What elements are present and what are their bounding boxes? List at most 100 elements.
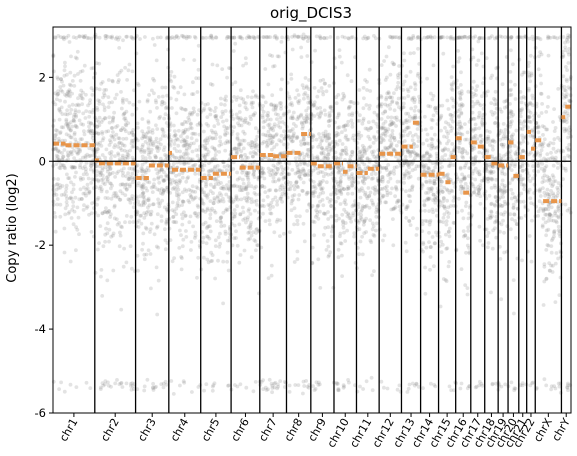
data-point	[364, 103, 369, 107]
data-point	[181, 57, 186, 62]
data-point	[127, 100, 132, 105]
data-point	[329, 204, 334, 209]
data-point	[176, 194, 181, 199]
data-point	[117, 382, 122, 387]
data-point	[221, 301, 226, 306]
data-point	[338, 176, 343, 181]
data-point	[411, 216, 415, 221]
data-point	[362, 145, 367, 150]
data-point	[414, 233, 419, 237]
data-point	[189, 240, 194, 244]
data-point	[85, 172, 89, 177]
data-point	[131, 220, 136, 224]
data-point	[246, 225, 251, 230]
data-point	[180, 33, 184, 38]
data-point	[74, 115, 78, 119]
data-point	[480, 117, 485, 122]
data-point	[242, 196, 247, 201]
data-point	[108, 167, 113, 172]
data-point	[242, 120, 247, 125]
data-point	[565, 68, 569, 72]
data-point	[475, 137, 480, 141]
data-point	[247, 35, 252, 40]
data-point	[429, 186, 434, 190]
data-point	[103, 36, 108, 41]
data-point	[413, 87, 418, 92]
data-point	[140, 247, 145, 252]
data-point	[158, 156, 163, 161]
data-point	[165, 35, 170, 40]
data-point	[165, 185, 170, 190]
data-point	[405, 133, 410, 138]
data-point	[244, 61, 249, 66]
data-point	[165, 207, 170, 212]
data-point	[550, 236, 555, 241]
data-point	[67, 176, 72, 181]
data-point	[161, 179, 166, 183]
data-point	[249, 255, 254, 260]
data-point	[193, 190, 198, 194]
data-point	[397, 140, 401, 144]
data-point	[87, 114, 92, 119]
data-point	[72, 148, 76, 153]
data-point	[54, 128, 58, 133]
data-point	[358, 195, 363, 200]
data-point	[88, 129, 93, 134]
data-point	[501, 218, 505, 223]
data-point	[235, 115, 240, 120]
data-point	[174, 173, 178, 178]
data-point	[483, 162, 488, 167]
data-point	[292, 187, 297, 192]
data-point	[518, 114, 523, 119]
data-point	[204, 35, 209, 40]
data-point	[129, 381, 133, 386]
data-point	[302, 239, 307, 244]
data-point	[164, 105, 169, 109]
data-point	[439, 250, 444, 255]
data-point	[337, 216, 341, 221]
data-point	[429, 91, 433, 96]
data-point	[458, 386, 463, 391]
data-point	[402, 58, 407, 63]
data-point	[211, 136, 216, 141]
data-point	[379, 95, 384, 100]
data-point	[251, 389, 256, 394]
chart-title: orig_DCIS3	[270, 4, 352, 23]
data-point	[349, 100, 354, 104]
data-point	[433, 200, 438, 205]
data-point	[117, 35, 122, 40]
data-point	[206, 173, 211, 177]
data-point	[144, 186, 148, 190]
data-point	[249, 220, 254, 225]
data-point	[123, 116, 128, 121]
data-point	[101, 177, 106, 182]
data-point	[542, 156, 546, 161]
data-point	[512, 144, 517, 148]
data-point	[519, 191, 524, 196]
data-point	[267, 218, 272, 223]
data-point	[110, 135, 115, 140]
data-point	[318, 106, 323, 110]
data-point	[87, 154, 92, 159]
data-point	[214, 116, 218, 120]
data-point	[135, 220, 140, 225]
data-point	[311, 168, 316, 173]
data-point	[196, 43, 201, 48]
data-point	[367, 67, 372, 72]
data-point	[238, 34, 243, 39]
data-point	[78, 69, 83, 74]
data-point	[69, 152, 74, 157]
data-point	[288, 180, 293, 185]
data-point	[129, 387, 134, 392]
data-point	[543, 220, 548, 225]
data-point	[243, 101, 248, 106]
data-point	[122, 112, 126, 116]
data-point	[341, 383, 346, 387]
data-point	[350, 35, 355, 39]
data-point	[162, 188, 166, 193]
data-point	[219, 215, 224, 220]
data-point	[58, 109, 63, 114]
data-point	[552, 107, 556, 111]
data-point	[164, 217, 169, 222]
data-point	[53, 136, 58, 141]
